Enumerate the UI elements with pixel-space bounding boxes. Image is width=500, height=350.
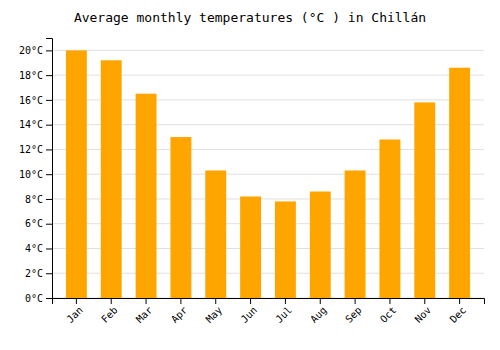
x-tick: Feb — [99, 298, 120, 325]
x-tick-mark — [320, 298, 321, 304]
x-tick: May — [204, 298, 225, 325]
x-tick-label: Sep — [343, 304, 364, 325]
x-tick: Jul — [273, 298, 294, 325]
y-tick-label: 18°C — [19, 70, 43, 81]
y-tick-mark — [46, 125, 52, 126]
bars — [66, 50, 470, 298]
y-tick-label: 10°C — [19, 169, 43, 180]
x-tick: Mar — [134, 298, 155, 325]
y-tick: 6°C — [25, 218, 52, 229]
x-tick: Jun — [239, 298, 260, 325]
y-tick-mark — [46, 298, 52, 299]
bar — [379, 140, 400, 298]
x-tick: Aug — [308, 298, 329, 325]
bar — [66, 50, 87, 298]
x-axis-line — [53, 299, 485, 305]
x-tick: Oct — [378, 298, 399, 325]
y-tick-label: 4°C — [25, 243, 43, 254]
bar — [345, 170, 366, 298]
x-tick-mark — [389, 298, 390, 304]
y-tick-mark — [46, 75, 52, 76]
y-tick: 8°C — [25, 194, 52, 205]
y-tick: 0°C — [25, 293, 52, 304]
x-tick: Jan — [64, 298, 85, 325]
x-tick-label: Jul — [273, 304, 294, 325]
x-tick: Sep — [343, 298, 364, 325]
bar — [240, 196, 261, 298]
y-tick: 20°C — [19, 45, 52, 56]
y-tick: 10°C — [19, 169, 52, 180]
y-tick-mark — [46, 50, 52, 51]
grid-line — [52, 50, 484, 51]
x-tick: Dec — [448, 298, 469, 325]
x-tick-mark — [111, 298, 112, 304]
bar — [170, 137, 191, 298]
x-tick-label: Feb — [99, 304, 120, 325]
y-tick-mark — [46, 174, 52, 175]
y-axis-line — [46, 39, 53, 299]
y-tick: 14°C — [19, 119, 52, 130]
x-axis: Jan Feb Mar Apr May Jun Jul Aug Sep Oct Nov Dec — [53, 298, 485, 325]
x-tick-mark — [424, 298, 425, 304]
bar — [101, 60, 122, 298]
y-tick: 12°C — [19, 144, 52, 155]
x-tick-label: May — [204, 304, 225, 325]
x-tick-label: Oct — [378, 304, 399, 325]
x-tick-mark — [250, 298, 251, 304]
x-tick-mark — [76, 298, 77, 304]
y-tick-mark — [46, 100, 52, 101]
x-tick: Nov — [413, 298, 434, 325]
x-tick: Apr — [169, 298, 190, 325]
bar — [136, 94, 157, 298]
x-tick-label: Apr — [169, 304, 190, 325]
y-tick-mark — [46, 199, 52, 200]
y-tick-label: 8°C — [25, 194, 43, 205]
title: Average monthly temperatures (°C ) in Ch… — [74, 10, 426, 25]
bar — [449, 68, 470, 298]
x-tick-mark — [146, 298, 147, 304]
chart: 0°C 2°C 4°C 6°C 8°C 10°C 12°C 14°C 16°C 18°C 20°C J… — [0, 0, 500, 350]
x-tick-label: Aug — [308, 304, 329, 325]
y-tick: 18°C — [19, 70, 52, 81]
x-tick-label: Jun — [239, 304, 260, 325]
bar — [310, 192, 331, 298]
x-tick-label: Mar — [134, 304, 155, 325]
x-tick-mark — [459, 298, 460, 304]
y-tick-label: 20°C — [19, 45, 43, 56]
bar — [275, 201, 296, 298]
y-tick-label: 2°C — [25, 268, 43, 279]
grid — [52, 50, 484, 298]
y-tick-label: 0°C — [25, 293, 43, 304]
y-tick-label: 12°C — [19, 144, 43, 155]
y-tick: 2°C — [25, 268, 52, 279]
x-tick-mark — [355, 298, 356, 304]
y-tick-mark — [46, 149, 52, 150]
x-tick-label: Nov — [413, 304, 434, 325]
y-tick-label: 16°C — [19, 95, 43, 106]
y-tick: 16°C — [19, 95, 52, 106]
y-tick-label: 6°C — [25, 218, 43, 229]
y-axis: 0°C 2°C 4°C 6°C 8°C 10°C 12°C 14°C 16°C 18°C 20°C — [19, 39, 53, 304]
x-tick-label: Jan — [64, 304, 85, 325]
y-tick-mark — [46, 248, 52, 249]
x-tick-label: Dec — [448, 304, 469, 325]
bar — [414, 102, 435, 298]
x-tick-mark — [285, 298, 286, 304]
y-tick-mark — [46, 273, 52, 274]
y-tick-mark — [46, 224, 52, 225]
bar — [205, 170, 226, 298]
y-tick-label: 14°C — [19, 119, 43, 130]
x-tick-mark — [215, 298, 216, 304]
plot: 0°C 2°C 4°C 6°C 8°C 10°C 12°C 14°C 16°C 18°C 20°C J… — [19, 39, 485, 325]
x-tick-mark — [180, 298, 181, 304]
y-tick: 4°C — [25, 243, 52, 254]
